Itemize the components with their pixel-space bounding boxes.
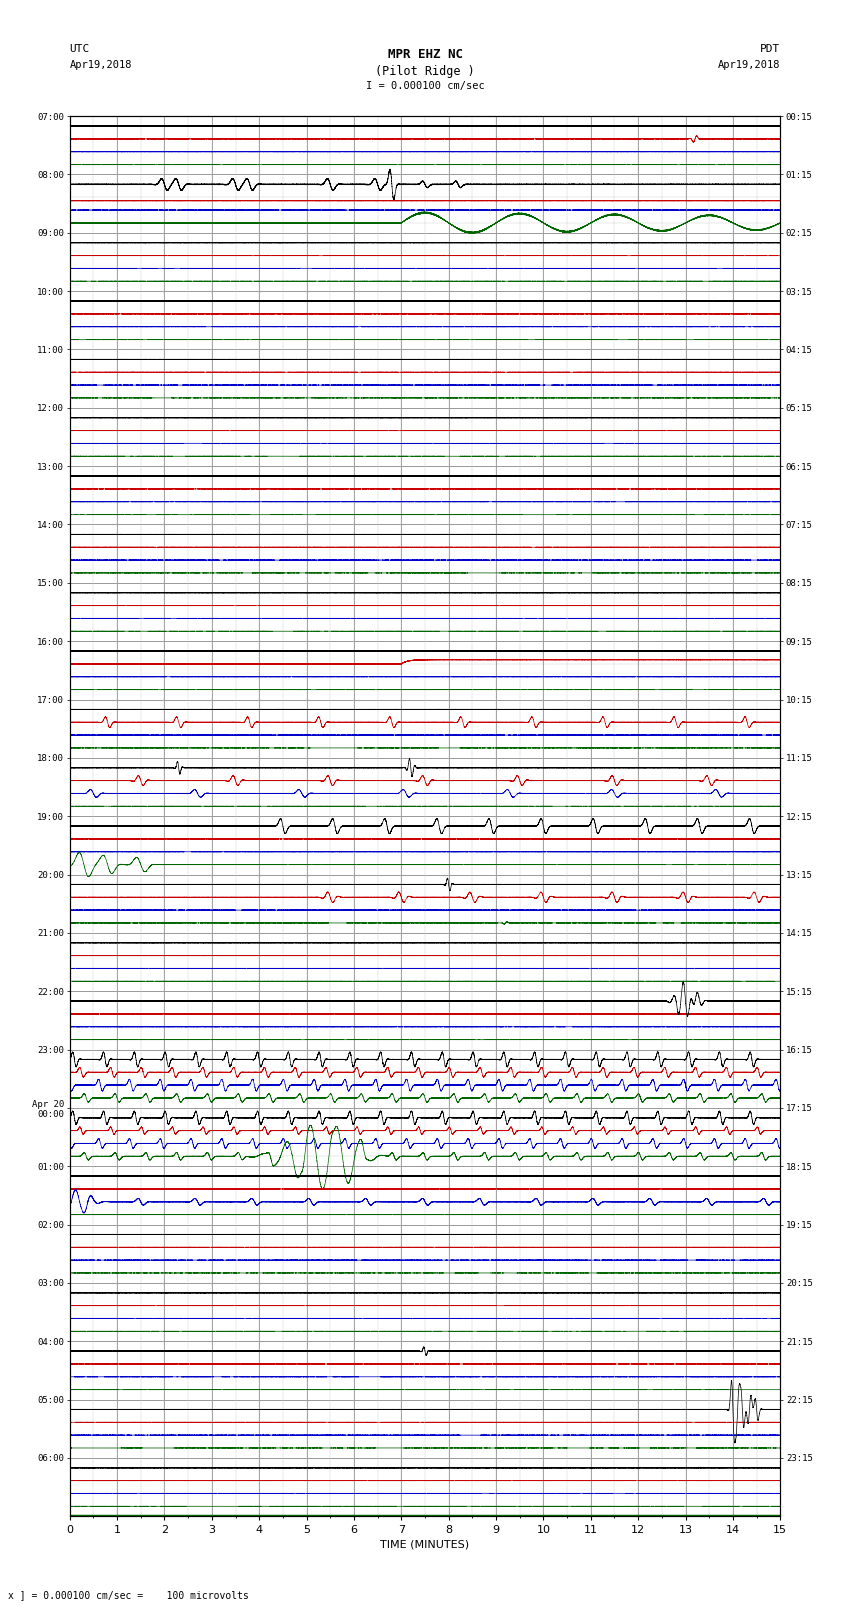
Text: MPR EHZ NC: MPR EHZ NC: [388, 48, 462, 61]
Text: UTC: UTC: [70, 44, 90, 53]
Text: PDT: PDT: [760, 44, 780, 53]
Text: Apr19,2018: Apr19,2018: [717, 60, 780, 69]
Text: (Pilot Ridge ): (Pilot Ridge ): [375, 65, 475, 77]
Text: I = 0.000100 cm/sec: I = 0.000100 cm/sec: [366, 81, 484, 90]
X-axis label: TIME (MINUTES): TIME (MINUTES): [381, 1539, 469, 1550]
Text: Apr19,2018: Apr19,2018: [70, 60, 133, 69]
Text: x ] = 0.000100 cm/sec =    100 microvolts: x ] = 0.000100 cm/sec = 100 microvolts: [8, 1590, 249, 1600]
